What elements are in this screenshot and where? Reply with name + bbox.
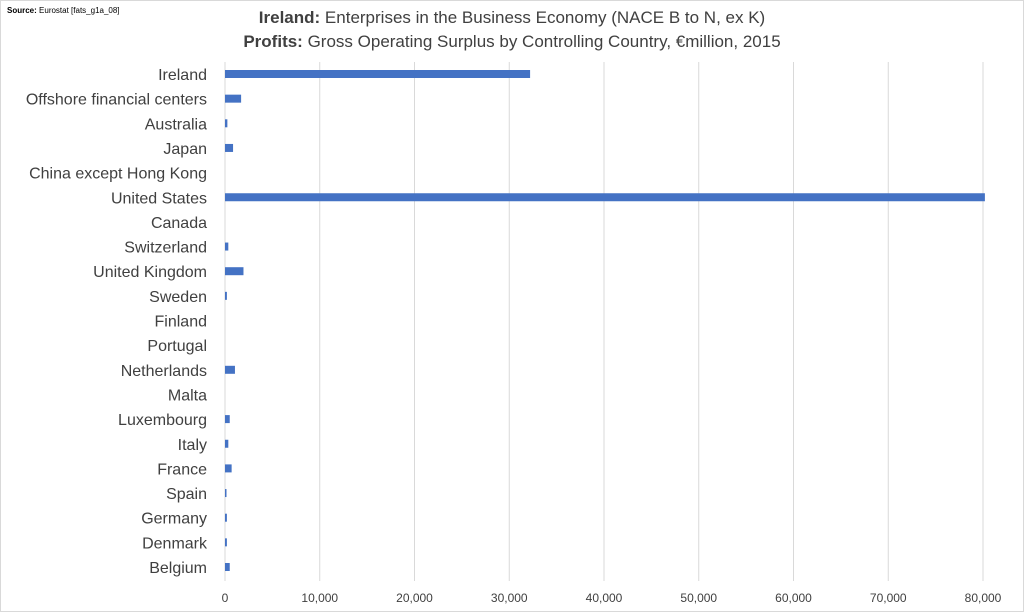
bar-3 [225,143,234,152]
category-label-18: Germany [141,511,207,528]
x-tick-label-6: 60,000 [775,591,812,605]
bar-1 [225,94,242,103]
category-label-9: Sweden [149,289,207,306]
bar-14 [225,415,230,424]
chart-title: Ireland: Enterprises in the Business Eco… [0,8,1024,28]
category-label-17: Spain [166,486,207,503]
bar-19 [225,538,227,547]
category-label-0: Ireland [158,67,207,84]
category-label-1: Offshore financial centers [26,92,207,109]
category-label-12: Netherlands [121,363,207,380]
bar-9 [225,291,227,300]
bar-20 [225,563,230,571]
category-label-3: Japan [163,141,207,158]
chart-subtitle-rest: Gross Operating Surplus by Controlling C… [307,32,781,51]
chart-subtitle: Profits: Gross Operating Surplus by Cont… [0,32,1024,52]
category-label-15: Italy [178,437,207,454]
x-tick-label-0: 0 [222,591,229,605]
bar-15 [225,439,229,448]
category-label-8: United Kingdom [93,264,207,281]
category-label-10: Finland [155,314,207,331]
bar-5 [225,193,985,202]
x-tick-label-8: 80,000 [965,591,1002,605]
category-label-2: Australia [145,116,207,133]
category-label-11: Portugal [147,338,207,355]
category-label-6: Canada [151,215,207,232]
chart-title-bold: Ireland: [258,8,321,27]
x-tick-label-5: 50,000 [680,591,717,605]
x-tick-label-4: 40,000 [586,591,623,605]
x-tick-label-2: 20,000 [396,591,433,605]
x-tick-label-3: 30,000 [491,591,528,605]
source-text: Eurostat [fats_g1a_08] [39,6,120,15]
bar-7 [225,242,229,251]
bar-8 [225,267,244,276]
category-label-19: Denmark [142,535,208,552]
chart-subtitle-bold: Profits: [243,32,303,51]
x-tick-label-1: 10,000 [301,591,338,605]
source-label: Source: [7,6,37,15]
bar-2 [225,119,228,128]
source-note: Source: Eurostat [fats_g1a_08] [7,6,120,15]
bar-17 [225,489,227,498]
x-tick-label-7: 70,000 [870,591,907,605]
bar-0 [225,70,531,78]
category-label-14: Luxembourg [118,412,207,429]
bar-12 [225,365,235,374]
category-label-13: Malta [168,387,207,404]
category-label-5: United States [111,190,207,207]
category-label-20: Belgium [149,560,207,577]
category-label-7: Switzerland [124,240,207,257]
category-label-4: China except Hong Kong [29,166,207,183]
category-label-16: France [157,461,207,478]
bar-16 [225,464,232,473]
bar-18 [225,513,227,522]
chart-title-rest: Enterprises in the Business Economy (NAC… [324,8,766,27]
